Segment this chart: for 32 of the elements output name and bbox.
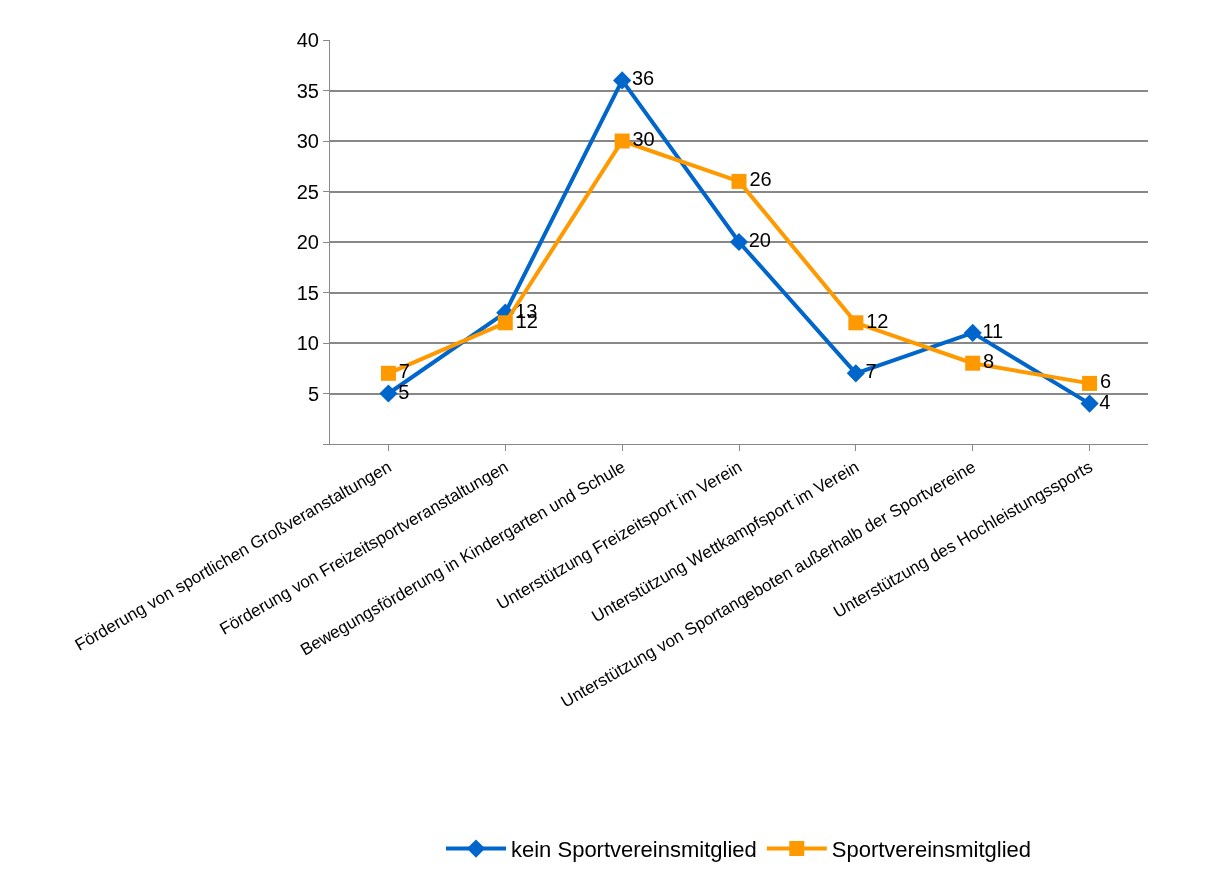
- y-tick-label: 15: [296, 281, 319, 304]
- y-tick-label: 20: [296, 231, 319, 253]
- point: [848, 315, 864, 331]
- point: [963, 323, 982, 342]
- y-tick-label: 30: [296, 130, 319, 152]
- point: [379, 384, 398, 403]
- point: [614, 133, 630, 149]
- data-label: 30: [632, 128, 655, 150]
- point: [846, 364, 865, 383]
- y-tick-label: 40: [296, 29, 319, 51]
- data-label: 6: [1099, 370, 1112, 393]
- data-label: 26: [749, 168, 772, 191]
- legend-label: kein Sportvereinsmitglied: [511, 837, 757, 863]
- point: [380, 365, 396, 381]
- data-label: 4: [1099, 390, 1111, 413]
- data-label: 12: [866, 309, 889, 332]
- data-label: 11: [982, 319, 1004, 342]
- y-tick-label: 5: [307, 382, 319, 405]
- point: [613, 71, 632, 90]
- data-label: 20: [748, 229, 771, 251]
- point: [497, 315, 513, 331]
- point: [731, 173, 747, 189]
- legend-label: Sportvereinsmitglied: [831, 837, 1032, 863]
- data-label: 5: [398, 380, 410, 403]
- y-tick-label: 35: [296, 79, 319, 102]
- point: [1082, 375, 1098, 391]
- data-label: 36: [631, 67, 655, 90]
- point: [965, 355, 981, 371]
- y-tick-label: 25: [296, 180, 319, 203]
- y-tick-label: 10: [296, 332, 319, 354]
- point: [729, 232, 749, 252]
- point: [1080, 394, 1099, 413]
